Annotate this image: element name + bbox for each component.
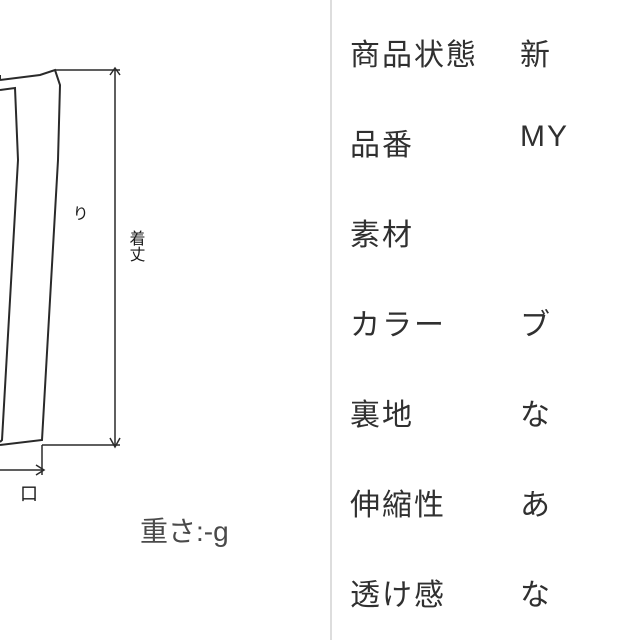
spec-row: 裏地 な — [350, 390, 640, 434]
spec-value: ブ — [520, 300, 640, 344]
pant-leg-left — [0, 88, 18, 442]
pants-schematic: 着丈 り 口 — [0, 40, 190, 490]
spec-row: カラー ブ — [350, 300, 640, 344]
dim-full-label: 着丈 — [127, 230, 146, 262]
vertical-divider — [330, 0, 332, 640]
spec-panel: 商品状態 新 品番 MY 素材 カラー ブ 裏地 な 伸縮性 あ 透け感 な — [350, 0, 640, 640]
spec-row: 商品状態 新 — [350, 30, 640, 74]
spec-value: あ — [520, 480, 640, 524]
spec-row: 素材 — [350, 210, 640, 254]
schematic-panel: 着丈 り 口 重さ:-g — [0, 0, 310, 640]
spec-table: 商品状態 新 品番 MY 素材 カラー ブ 裏地 な 伸縮性 あ 透け感 な — [350, 0, 640, 614]
spec-value: な — [520, 390, 640, 434]
pant-leg-right — [0, 70, 60, 445]
spec-value: な — [520, 570, 640, 614]
weight-value: -g — [204, 516, 229, 547]
spec-row: 透け感 な — [350, 570, 640, 614]
spec-label: 品番 — [350, 120, 520, 164]
spec-label: 伸縮性 — [350, 480, 520, 524]
spec-label: 商品状態 — [350, 30, 520, 74]
spec-value: MY — [520, 120, 640, 164]
spec-label: 裏地 — [350, 390, 520, 434]
spec-label: カラー — [350, 300, 520, 344]
weight-text: 重さ:-g — [140, 510, 229, 550]
spec-label: 透け感 — [350, 570, 520, 614]
spec-row: 伸縮性 あ — [350, 480, 640, 524]
spec-value: 新 — [520, 30, 640, 74]
dim-inner-label: り — [70, 205, 87, 221]
spec-label: 素材 — [350, 210, 520, 254]
dim-hem-label: 口 — [20, 484, 38, 504]
spec-row: 品番 MY — [350, 120, 640, 164]
spec-value — [520, 210, 640, 254]
weight-label: 重さ: — [140, 516, 204, 547]
